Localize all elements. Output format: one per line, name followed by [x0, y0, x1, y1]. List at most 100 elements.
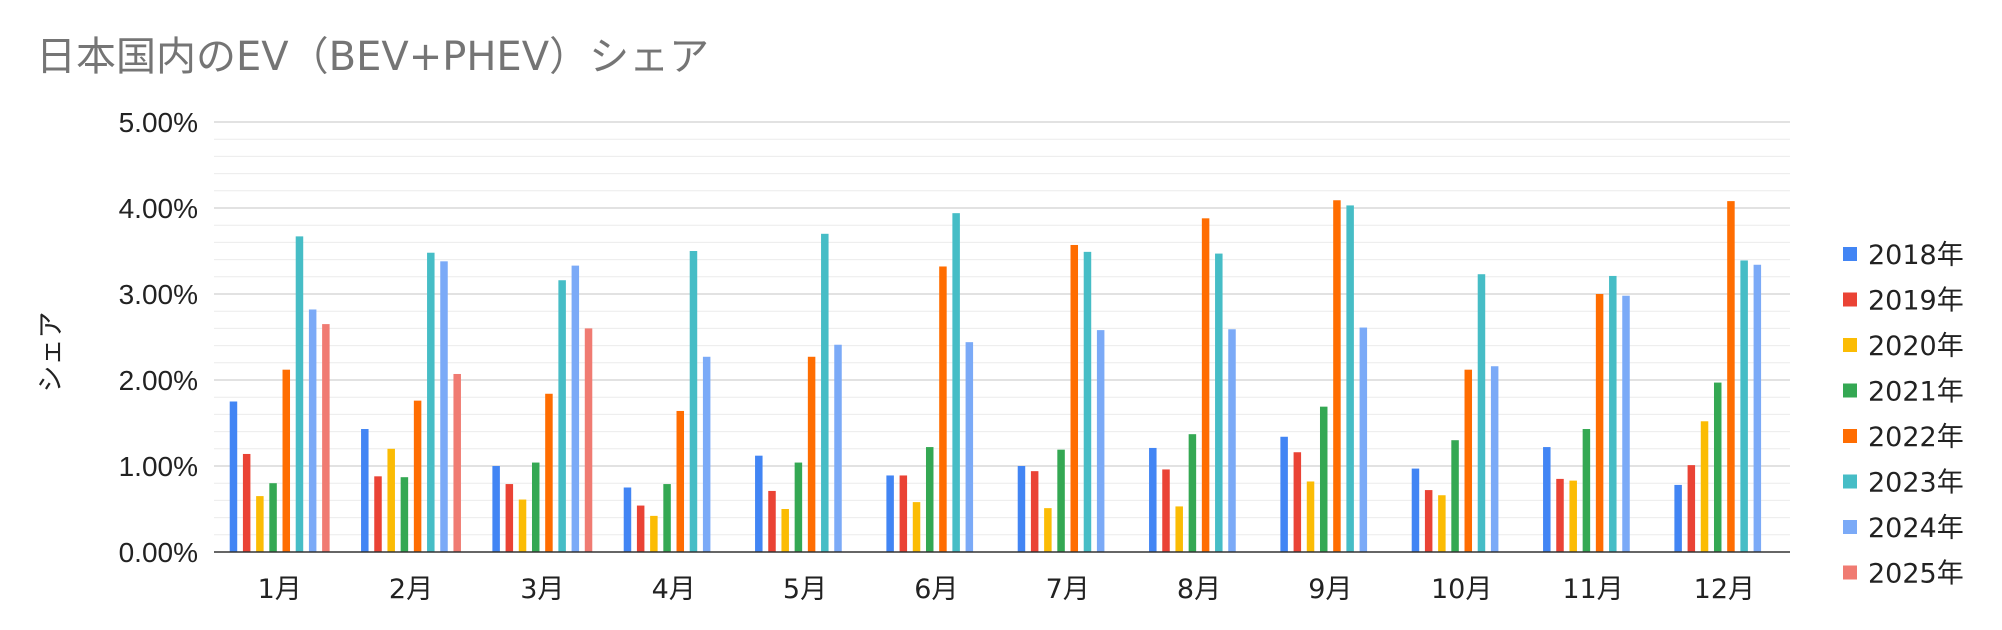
legend-swatch — [1843, 474, 1857, 489]
bar — [1477, 274, 1486, 552]
bar — [650, 515, 658, 552]
y-tick-label: 4.00% — [119, 193, 198, 224]
bar — [269, 483, 277, 552]
bar — [1359, 327, 1368, 552]
bar — [899, 475, 908, 552]
bar — [1543, 447, 1551, 552]
bar — [1162, 469, 1170, 552]
y-tick-label: 2.00% — [119, 365, 198, 396]
bar — [1228, 329, 1236, 552]
bar — [1044, 508, 1052, 552]
bar — [781, 509, 789, 552]
x-category-label: 7月 — [1046, 574, 1090, 605]
x-category-label: 5月 — [783, 574, 827, 605]
bar — [676, 410, 685, 552]
bar — [1687, 465, 1696, 552]
bar — [1096, 330, 1105, 552]
x-category-label: 6月 — [914, 574, 958, 605]
bar — [1083, 251, 1092, 553]
bar — [1188, 434, 1197, 552]
bar — [768, 490, 776, 552]
bar — [1175, 506, 1183, 552]
legend-swatch — [1843, 383, 1857, 398]
legend-label: 2024年 — [1868, 513, 1964, 544]
legend-label: 2018年 — [1868, 240, 1964, 271]
legend-label: 2020年 — [1868, 331, 1964, 362]
bar — [361, 429, 369, 552]
bar — [1727, 201, 1735, 552]
bar — [256, 496, 264, 552]
y-axis-label: シェア — [36, 312, 67, 393]
legend-swatch — [1843, 338, 1857, 352]
bar — [427, 252, 435, 552]
bar — [1201, 218, 1210, 552]
y-axis-ticks: 0.00% 1.00% 2.00% 3.00% 4.00% 5.00% — [119, 107, 198, 568]
x-category-label: 4月 — [652, 574, 696, 605]
bar — [1057, 449, 1065, 552]
bar — [689, 251, 698, 552]
x-category-label: 9月 — [1308, 574, 1352, 605]
bar — [965, 342, 974, 552]
bar — [1030, 471, 1039, 552]
legend-swatch — [1843, 565, 1857, 580]
y-tick-label: 3.00% — [119, 279, 198, 310]
bar — [374, 476, 382, 552]
bar — [505, 484, 514, 552]
bar — [834, 344, 842, 552]
bar — [1674, 484, 1682, 552]
bar — [1595, 294, 1604, 552]
bar — [387, 448, 395, 552]
bar — [1464, 369, 1473, 552]
bar — [440, 261, 448, 552]
bar — [623, 487, 632, 552]
legend-label: 2023年 — [1868, 468, 1964, 499]
bar — [282, 369, 291, 552]
y-tick-label: 0.00% — [119, 537, 198, 568]
bar — [1569, 480, 1577, 552]
bar — [1306, 481, 1315, 552]
bar — [1070, 244, 1079, 553]
bar — [1438, 495, 1446, 552]
legend-swatch — [1843, 429, 1857, 443]
x-category-label: 3月 — [520, 574, 564, 605]
legend-label: 2025年 — [1868, 559, 1964, 590]
bar — [1149, 447, 1157, 552]
bar — [518, 499, 527, 552]
bar — [1740, 260, 1748, 552]
y-tick-label: 5.00% — [119, 107, 198, 138]
bar — [939, 266, 947, 552]
bar — [886, 475, 894, 552]
bar — [1451, 440, 1459, 552]
y-tick-label: 1.00% — [119, 451, 198, 482]
bar — [1622, 295, 1630, 552]
bar — [558, 280, 566, 552]
x-category-label: 11月 — [1562, 574, 1623, 605]
bar — [1700, 421, 1709, 552]
bar — [571, 265, 580, 552]
legend: 2018年 2019年 2020年 2021年 2022年 2023年 2024年 2025年 — [1843, 240, 1964, 590]
bar — [584, 328, 593, 552]
chart-title: 日本国内のEV（BEV+PHEV）シェア — [36, 34, 709, 80]
bar — [636, 505, 645, 552]
bar — [1713, 382, 1722, 552]
bar — [1424, 490, 1433, 552]
x-category-label: 10月 — [1431, 574, 1492, 605]
x-category-label: 12月 — [1694, 574, 1755, 605]
legend-label: 2019年 — [1868, 286, 1964, 317]
bar — [794, 462, 803, 552]
gridlines — [214, 121, 1790, 536]
bar — [821, 233, 829, 553]
bar — [1346, 205, 1354, 553]
bar — [1609, 275, 1617, 552]
bar — [925, 447, 934, 552]
bar — [242, 453, 251, 552]
bar — [295, 236, 304, 552]
bar — [912, 502, 921, 552]
bar — [400, 477, 409, 552]
x-category-label: 1月 — [258, 574, 302, 605]
x-category-label: 8月 — [1177, 574, 1221, 605]
bar — [1293, 452, 1302, 552]
bars — [229, 200, 1762, 553]
